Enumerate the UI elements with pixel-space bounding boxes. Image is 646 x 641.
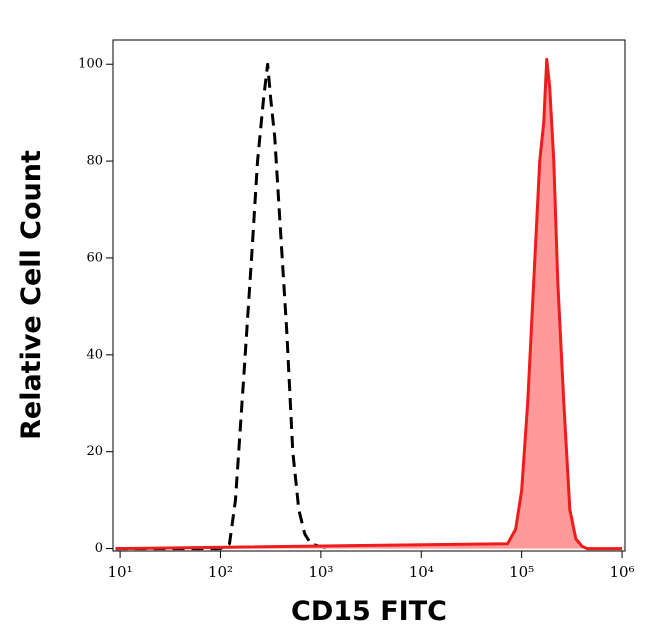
filled-histogram — [115, 57, 623, 551]
y-tick-label: 100 — [78, 57, 103, 72]
x-tick-label: 10⁵ — [509, 563, 534, 581]
y-tick-label: 60 — [86, 250, 103, 265]
x-tick-label: 10¹ — [108, 563, 133, 581]
x-tick-label: 10³ — [308, 563, 333, 581]
y-axis-title: Relative Cell Count — [16, 150, 47, 440]
x-axis-title: CD15 FITC — [291, 596, 447, 627]
y-tick-label: 0 — [95, 541, 103, 556]
x-tick-label: 10⁶ — [609, 563, 634, 581]
x-tick-label: 10⁴ — [409, 563, 434, 581]
histogram-line — [115, 62, 330, 551]
y-tick-label: 20 — [86, 444, 103, 459]
y-tick-label: 40 — [86, 347, 103, 362]
y-tick-label: 80 — [86, 154, 103, 169]
x-tick-label: 10² — [208, 563, 233, 581]
plot-frame — [112, 39, 626, 552]
